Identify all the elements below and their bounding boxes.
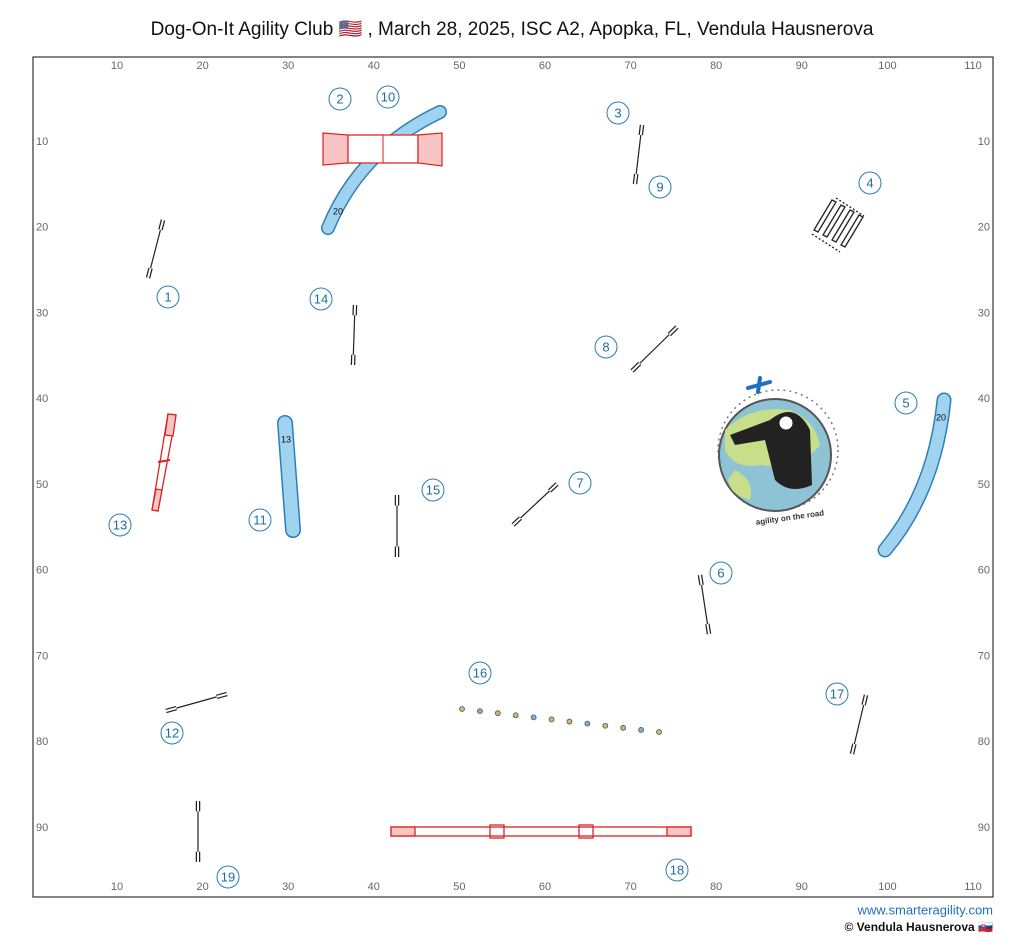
weave-pole (585, 721, 590, 726)
y-axis-label: 80 (978, 736, 990, 748)
number-label: 15 (426, 482, 440, 497)
x-axis-label: 40 (368, 60, 380, 72)
field (33, 57, 993, 897)
weave-pole (621, 725, 626, 730)
x-axis-label: 100 (878, 60, 896, 72)
number-label: 2 (336, 91, 343, 106)
y-axis-label: 50 (978, 479, 990, 491)
x-axis-label: 70 (624, 60, 636, 72)
y-axis-label: 70 (978, 650, 990, 662)
number-label: 7 (576, 475, 583, 490)
number-label: 17 (830, 686, 844, 701)
y-axis-label: 20 (978, 222, 990, 234)
tire-wing (323, 133, 348, 165)
weave-pole (477, 709, 482, 714)
number-label: 4 (866, 175, 873, 190)
tire-wing (418, 133, 442, 166)
x-axis-label: 90 (796, 60, 808, 72)
weave-pole (639, 727, 644, 732)
number-label: 14 (314, 291, 328, 306)
tunnel-label: 20 (333, 206, 343, 216)
y-axis-label: 90 (978, 822, 990, 834)
y-axis-label: 70 (36, 650, 48, 662)
x-axis-label: 60 (539, 60, 551, 72)
number-label: 5 (902, 395, 909, 410)
x-axis-label: 90 (796, 881, 808, 893)
website: www.smarteragility.com (856, 902, 993, 917)
y-axis-label: 60 (978, 565, 990, 577)
x-axis-label: 60 (539, 881, 551, 893)
y-axis-label: 40 (978, 393, 990, 405)
weave-pole (603, 723, 608, 728)
number-label: 19 (221, 869, 235, 884)
y-axis-label: 90 (36, 822, 48, 834)
x-axis-label: 100 (878, 881, 896, 893)
y-axis-label: 30 (978, 307, 990, 319)
jump-wing-fill (635, 174, 636, 184)
y-axis-label: 50 (36, 479, 48, 491)
y-axis-label: 80 (36, 736, 48, 748)
x-axis-label: 30 (282, 881, 294, 893)
weave-pole (657, 730, 662, 735)
weave-pole (495, 711, 500, 716)
x-axis-label: 20 (196, 60, 208, 72)
number-label: 3 (614, 105, 621, 120)
copyright: © Vendula Hausnerova 🇸🇰 (845, 920, 994, 934)
x-axis-label: 50 (453, 881, 465, 893)
weave-pole (513, 713, 518, 718)
weave-pole (567, 719, 572, 724)
y-axis-label: 10 (36, 136, 48, 148)
dogwalk-end (667, 827, 691, 836)
number-label: 10 (381, 89, 395, 104)
x-axis-label: 110 (964, 881, 982, 893)
logo-eye (779, 416, 793, 430)
tunnel-label: 20 (936, 412, 946, 422)
y-axis-label: 20 (36, 222, 48, 234)
number-label: 9 (656, 179, 663, 194)
x-axis-label: 10 (111, 881, 123, 893)
number-label: 13 (113, 517, 127, 532)
x-axis-label: 10 (111, 60, 123, 72)
dogwalk (391, 827, 691, 836)
x-axis-label: 40 (368, 881, 380, 893)
y-axis-label: 10 (978, 136, 990, 148)
weave-pole (460, 707, 465, 712)
number-label: 8 (602, 339, 609, 354)
x-axis-label: 80 (710, 881, 722, 893)
x-axis-label: 50 (453, 60, 465, 72)
number-label: 11 (253, 512, 267, 527)
y-axis-label: 40 (36, 393, 48, 405)
x-axis-label: 110 (964, 60, 982, 72)
x-axis-label: 80 (710, 60, 722, 72)
number-label: 1 (164, 289, 171, 304)
number-label: 6 (717, 565, 724, 580)
x-axis-label: 70 (624, 881, 636, 893)
x-axis-label: 30 (282, 60, 294, 72)
x-axis-label: 20 (196, 881, 208, 893)
weave-pole (549, 717, 554, 722)
tunnel-label: 13 (281, 434, 291, 444)
number-label: 16 (473, 665, 487, 680)
jump-wing-fill (641, 125, 642, 135)
number-label: 18 (670, 862, 684, 877)
number-label: 12 (165, 725, 179, 740)
dogwalk-end (391, 827, 415, 836)
y-axis-label: 60 (36, 565, 48, 577)
y-axis-label: 30 (36, 307, 48, 319)
title: Dog-On-It Agility Club 🇺🇸 , March 28, 20… (151, 18, 874, 40)
weave-pole (531, 715, 536, 720)
